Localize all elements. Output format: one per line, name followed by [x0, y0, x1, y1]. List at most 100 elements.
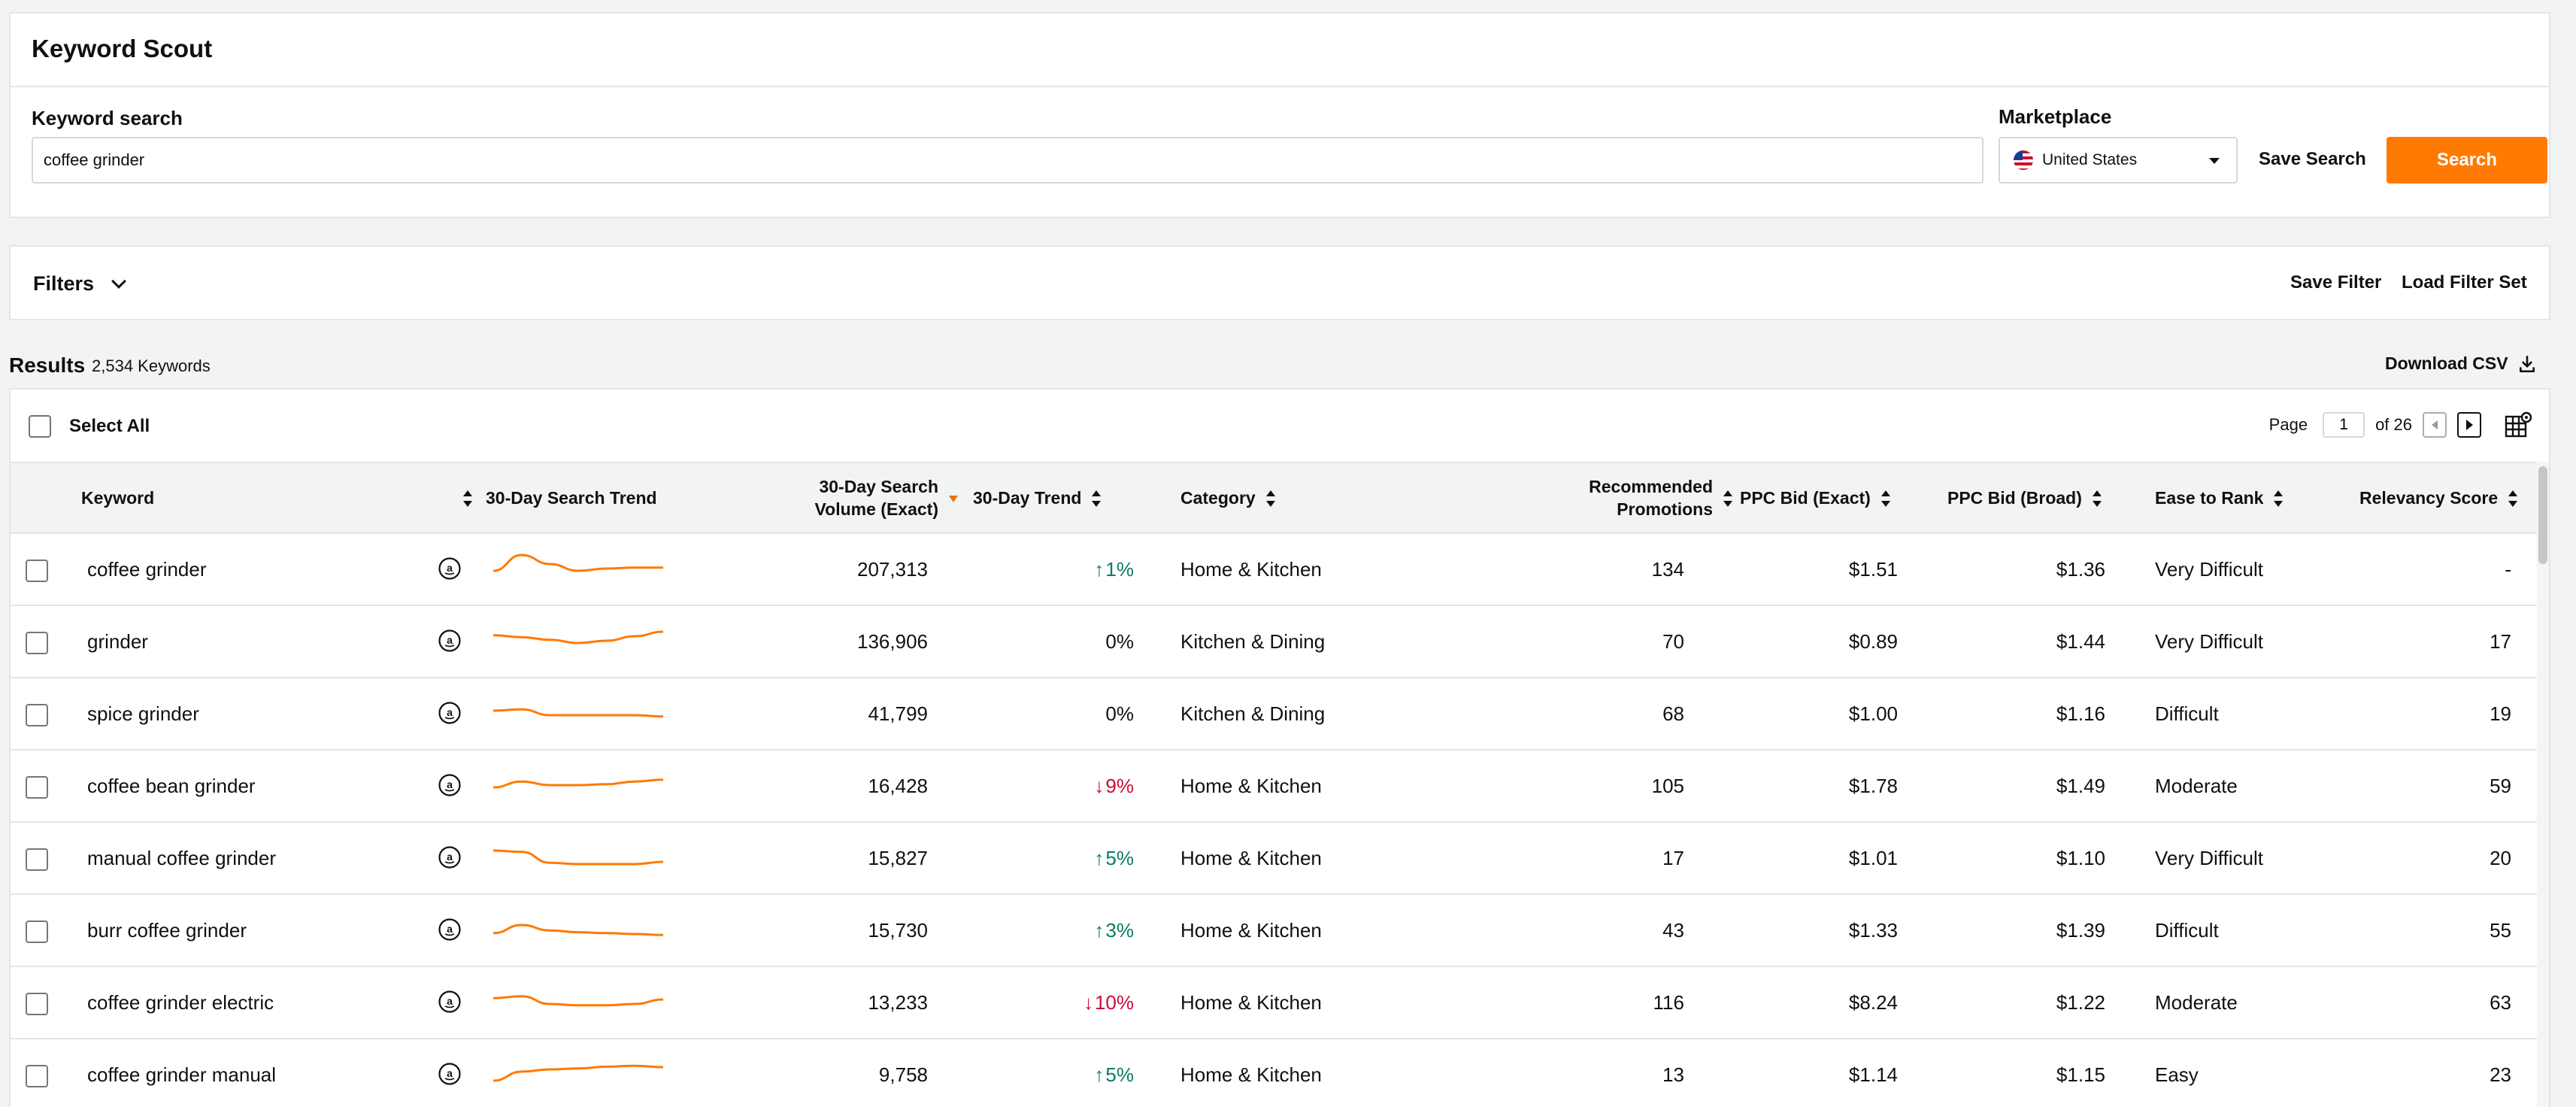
trend-value: 0% [1105, 702, 1134, 725]
row-checkbox[interactable] [26, 776, 48, 799]
table-row[interactable]: coffee bean grinder a 16,428 ↓ 9% Home & Kitc… [11, 751, 2549, 823]
keyword-cell[interactable]: grinder [87, 629, 148, 653]
row-checkbox[interactable] [26, 993, 48, 1015]
sparkline-path [492, 924, 664, 936]
trend-down-icon: ↓ [1094, 774, 1105, 797]
keyword-cell[interactable]: coffee grinder electric [87, 990, 274, 1014]
table-row[interactable]: manual coffee grinder a 15,827 ↑ 5% Home & Ki… [11, 823, 2549, 895]
page-number-input[interactable] [2323, 412, 2365, 438]
scrollbar-thumb[interactable] [2538, 466, 2547, 564]
amazon-icon[interactable]: a [438, 845, 462, 869]
amazon-icon[interactable]: a [438, 990, 462, 1014]
column-label: Category [1180, 488, 1256, 508]
ease-cell: Moderate [2155, 990, 2238, 1014]
load-filter-set-button[interactable]: Load Filter Set [2402, 272, 2527, 293]
table-row[interactable]: coffee grinder electric a 13,233 ↓ 10% Home &… [11, 967, 2549, 1039]
trend-cell: 0% [988, 606, 1134, 677]
keyword-cell[interactable]: manual coffee grinder [87, 846, 277, 869]
search-button[interactable]: Search [2387, 137, 2547, 183]
column-header-ppc-exact[interactable]: PPC Bid (Exact) [1740, 463, 1935, 534]
column-header-ppc-broad[interactable]: PPC Bid (Broad) [1947, 463, 2143, 534]
category-cell: Kitchen & Dining [1180, 702, 1326, 725]
column-label: 30-Day Search Volume (Exact) [814, 477, 938, 519]
save-search-button[interactable]: Save Search [2259, 149, 2366, 169]
prev-page-button[interactable] [2423, 412, 2447, 438]
amazon-icon[interactable]: a [438, 557, 462, 581]
table-row[interactable]: spice grinder a 41,799 0% Kitchen & Dining 68… [11, 678, 2549, 751]
page-total: of 26 [2375, 415, 2412, 434]
amazon-icon[interactable]: a [438, 701, 462, 725]
volume-cell: 9,758 [878, 1063, 928, 1086]
keyword-search-label: Keyword search [32, 107, 183, 129]
column-label: 30-Day Trend [973, 488, 1082, 508]
promotions-cell: 17 [1662, 846, 1684, 869]
row-checkbox[interactable] [26, 920, 48, 943]
ppc-exact-cell: $0.89 [1848, 629, 1898, 653]
marketplace-value: United States [2042, 151, 2138, 168]
column-header-trend[interactable]: 30-Day Trend [973, 463, 1146, 534]
sort-icon [1265, 490, 1275, 507]
scrollbar[interactable] [2537, 462, 2549, 1107]
column-header-ease[interactable]: Ease to Rank [2155, 463, 2350, 534]
volume-cell: 15,827 [868, 846, 928, 869]
row-checkbox[interactable] [26, 704, 48, 726]
row-checkbox[interactable] [26, 632, 48, 654]
relevancy-cell: 23 [2490, 1063, 2511, 1086]
svg-text:a: a [447, 1067, 453, 1079]
sort-icon [1092, 490, 1102, 507]
table-row[interactable]: grinder a 136,906 0% Kitchen & Dining 70 $0.89… [11, 606, 2549, 678]
volume-cell: 16,428 [868, 774, 928, 797]
row-checkbox[interactable] [26, 848, 48, 871]
ease-cell: Very Difficult [2155, 557, 2264, 581]
svg-text:a: a [447, 562, 453, 574]
save-filter-button[interactable]: Save Filter [2290, 272, 2382, 293]
next-page-button[interactable] [2457, 412, 2481, 438]
promotions-cell: 68 [1662, 702, 1684, 725]
chevron-down-icon [2209, 158, 2220, 164]
promotions-cell: 134 [1651, 557, 1684, 581]
amazon-icon[interactable]: a [438, 1062, 462, 1086]
column-header-promotions[interactable]: Recommended Promotions [1507, 463, 1732, 534]
column-header-relevancy[interactable]: Relevancy Score [2359, 463, 2540, 534]
ppc-broad-cell: $1.44 [2056, 629, 2105, 653]
relevancy-cell: 20 [2490, 846, 2511, 869]
column-label: PPC Bid (Broad) [1947, 488, 2082, 508]
table-row[interactable]: burr coffee grinder a 15,730 ↑ 3% Home & Kitc… [11, 895, 2549, 967]
search-trend-sparkline [492, 924, 664, 936]
marketplace-label: Marketplace [1999, 105, 2112, 128]
keyword-cell[interactable]: coffee bean grinder [87, 774, 256, 797]
ease-cell: Difficult [2155, 918, 2219, 942]
keyword-cell[interactable]: spice grinder [87, 702, 199, 725]
keyword-cell[interactable]: burr coffee grinder [87, 918, 247, 942]
marketplace-select[interactable]: United States [1999, 137, 2238, 183]
select-all[interactable]: Select All [29, 415, 150, 438]
table-row[interactable]: coffee grinder a 207,313 ↑ 1% Home & Kitchen 1… [11, 534, 2549, 606]
amazon-icon[interactable]: a [438, 917, 462, 942]
table-row[interactable]: coffee grinder manual a 9,758 ↑ 5% Home & Kit… [11, 1039, 2549, 1107]
column-settings-icon[interactable] [2504, 411, 2534, 441]
download-csv-label: Download CSV [2385, 353, 2508, 373]
filters-label: Filters [33, 272, 95, 295]
search-trend-sparkline [492, 554, 663, 572]
promotions-cell: 105 [1651, 774, 1684, 797]
promotions-cell: 43 [1662, 918, 1684, 942]
filters-toggle[interactable]: Filters [33, 272, 126, 296]
keyword-cell[interactable]: coffee grinder manual [87, 1063, 277, 1086]
column-header-volume[interactable]: 30-Day Search Volume (Exact) [755, 463, 958, 534]
row-checkbox[interactable] [26, 560, 48, 582]
column-header-category[interactable]: Category [1180, 463, 1331, 534]
column-header-keyword[interactable]: Keyword [81, 463, 472, 534]
amazon-icon[interactable]: a [438, 629, 462, 653]
download-csv-button[interactable]: Download CSV [2385, 353, 2537, 374]
keyword-search-input[interactable] [32, 137, 1984, 183]
amazon-icon[interactable]: a [438, 773, 462, 797]
ease-cell: Very Difficult [2155, 629, 2264, 653]
chevron-right-icon [2465, 420, 2473, 430]
select-all-checkbox[interactable] [29, 415, 51, 438]
ppc-exact-cell: $1.01 [1848, 846, 1898, 869]
keyword-cell[interactable]: coffee grinder [87, 557, 207, 581]
app-title: Keyword Scout [32, 35, 213, 62]
ppc-exact-cell: $1.51 [1848, 557, 1898, 581]
row-checkbox[interactable] [26, 1065, 48, 1087]
trend-up-icon: ↑ [1094, 918, 1105, 942]
